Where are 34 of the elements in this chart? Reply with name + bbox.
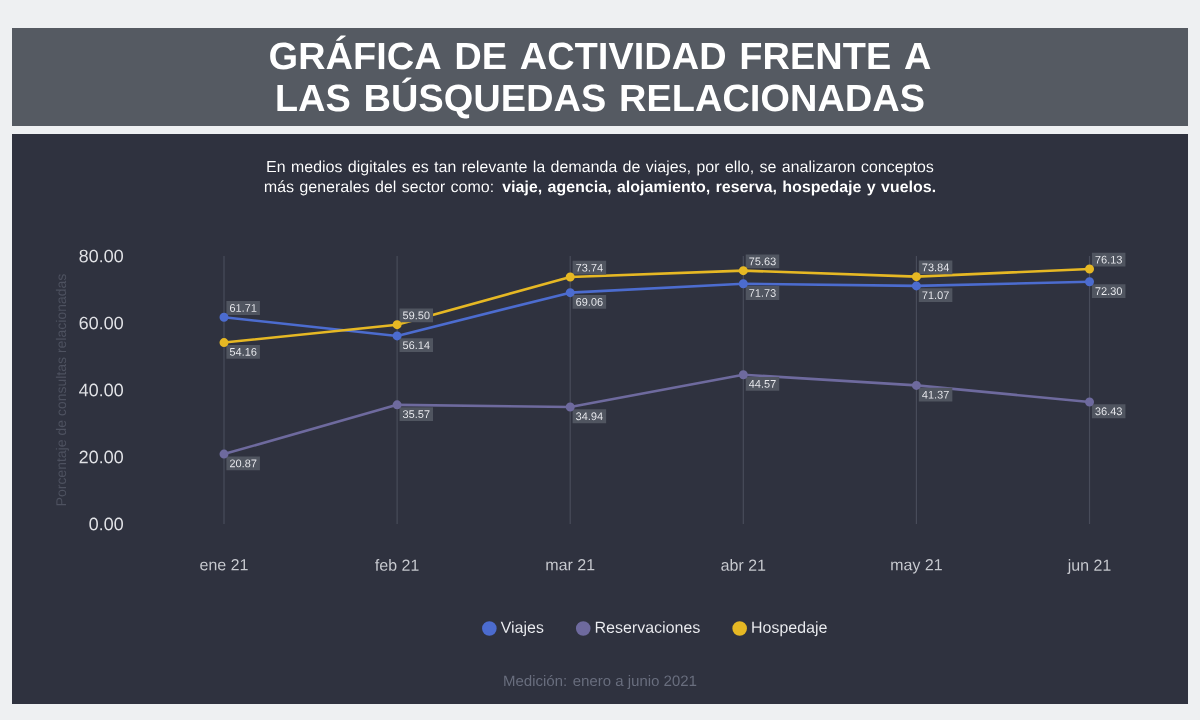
point xyxy=(911,281,921,291)
point xyxy=(565,288,575,298)
legend-label: Reservaciones xyxy=(595,621,700,633)
x-tick-label: jun 21 xyxy=(1067,559,1111,574)
point xyxy=(219,449,229,459)
x-tick-label: ene 21 xyxy=(200,559,248,571)
point xyxy=(911,272,921,282)
x-tick-label: feb 21 xyxy=(375,559,419,571)
point xyxy=(565,272,575,282)
legend-label: Viajes xyxy=(500,621,544,637)
x-tick-label: mar 21 xyxy=(546,559,595,571)
y-tick-label: 20.00 xyxy=(79,450,123,464)
y-tick-label: 80.00 xyxy=(79,249,123,263)
point xyxy=(392,320,402,330)
point xyxy=(1085,397,1095,407)
point xyxy=(565,402,575,412)
legend-label: Hospedaje xyxy=(752,621,827,637)
point xyxy=(738,279,748,289)
y-tick-label: 0.00 xyxy=(89,517,123,531)
point xyxy=(392,331,402,341)
point xyxy=(1085,277,1095,287)
point xyxy=(219,312,229,322)
point xyxy=(219,338,229,348)
point xyxy=(911,380,921,390)
chart-subtitle: En medios digitales es tan relevante la demanda de viajes, por ello, se analizaron conceptos más generales del sector como: viaje, agencia, alojamiento, reserva, hospedaje y vuelos. xyxy=(264,160,936,196)
y-tick-label: 40.00 xyxy=(79,383,123,397)
y-tick-label: 60.00 xyxy=(79,316,123,330)
chart-title: GRÁFICA DE ACTIVIDAD FRENTE A LAS BÚSQUEDAS RELACIONADAS xyxy=(270,35,931,119)
point xyxy=(392,400,402,410)
point xyxy=(738,370,748,380)
x-tick-label: may 21 xyxy=(891,559,942,574)
point xyxy=(738,266,748,276)
x-tick-label: abr 21 xyxy=(721,559,766,571)
point xyxy=(1085,264,1095,274)
